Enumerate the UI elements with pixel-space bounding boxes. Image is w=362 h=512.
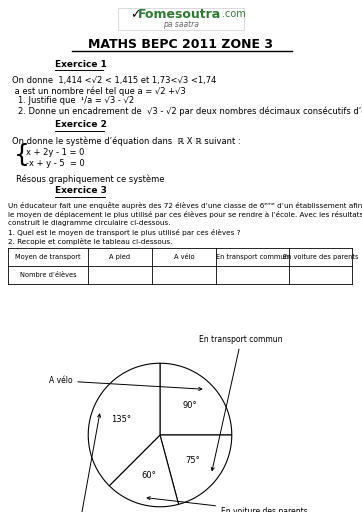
Text: A vélo: A vélo (174, 254, 194, 260)
Text: Exercice 3: Exercice 3 (55, 186, 107, 195)
Text: .com: .com (222, 9, 246, 19)
Text: x + 2y - 1 = 0: x + 2y - 1 = 0 (26, 148, 84, 157)
Text: le moyen de déplacement le plus utilisé par ces élèves pour se rendre à l’école.: le moyen de déplacement le plus utilisé … (8, 211, 362, 218)
FancyBboxPatch shape (118, 8, 244, 30)
Text: Nombre d’élèves: Nombre d’élèves (20, 272, 76, 278)
Text: A pied: A pied (109, 254, 131, 260)
Text: En transport commun: En transport commun (199, 335, 283, 471)
Text: -x + y - 5  = 0: -x + y - 5 = 0 (26, 159, 85, 168)
Polygon shape (160, 363, 232, 435)
Text: 1. Justifie que  ¹/a = √3 - √2: 1. Justifie que ¹/a = √3 - √2 (18, 96, 134, 105)
Text: 2. Donne un encadrement de  √3 - √2 par deux nombres décimaux consécutifs d’ordr: 2. Donne un encadrement de √3 - √2 par d… (18, 106, 362, 116)
Text: Résous graphiquement ce système: Résous graphiquement ce système (16, 174, 164, 183)
Text: 1. Quel est le moyen de transport le plus utilisé par ces élèves ?: 1. Quel est le moyen de transport le plu… (8, 229, 240, 236)
Text: En transport commun: En transport commun (216, 254, 289, 260)
Text: En voiture des parents: En voiture des parents (283, 254, 358, 260)
Text: 60°: 60° (142, 471, 157, 480)
Text: a est un nombre réel tel que a = √2 +√3: a est un nombre réel tel que a = √2 +√3 (12, 86, 186, 96)
Text: En voiture des parents: En voiture des parents (147, 497, 308, 512)
Text: 90°: 90° (182, 401, 197, 410)
Text: MATHS BEPC 2011 ZONE 3: MATHS BEPC 2011 ZONE 3 (88, 38, 274, 51)
Text: 135°: 135° (111, 415, 131, 423)
Text: 75°: 75° (186, 456, 201, 465)
Text: Exercice 1: Exercice 1 (55, 60, 107, 69)
Text: Exercice 2: Exercice 2 (55, 120, 107, 129)
Text: On donne  1,414 <√2 < 1,415 et 1,73<√3 <1,74: On donne 1,414 <√2 < 1,415 et 1,73<√3 <1… (12, 76, 216, 85)
Text: Fomesoutra: Fomesoutra (138, 8, 221, 21)
Polygon shape (109, 435, 178, 507)
Text: A pied: A pied (67, 414, 101, 512)
Text: Moyen de transport: Moyen de transport (15, 254, 81, 260)
Text: 2. Recopie et complète le tableau ci-dessous.: 2. Recopie et complète le tableau ci-des… (8, 238, 172, 245)
Text: pa saatra: pa saatra (163, 20, 199, 29)
Text: On donne le système d’équation dans  ℝ X ℝ suivant :: On donne le système d’équation dans ℝ X … (12, 137, 241, 146)
Text: {: { (14, 143, 30, 167)
Text: A vélo: A vélo (49, 376, 202, 391)
Text: Un éducateur fait une enquête auprès des 72 élèves d’une classe de 6ᵉᵐᵉ d’un éta: Un éducateur fait une enquête auprès des… (8, 202, 362, 209)
Polygon shape (88, 363, 160, 486)
Text: ✓: ✓ (130, 8, 140, 21)
Polygon shape (160, 435, 232, 504)
Text: construit le diagramme circulaire ci-dessous.: construit le diagramme circulaire ci-des… (8, 220, 171, 226)
